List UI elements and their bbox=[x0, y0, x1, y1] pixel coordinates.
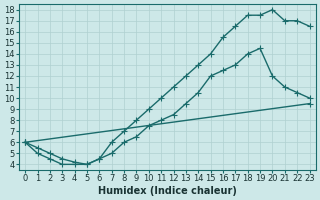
X-axis label: Humidex (Indice chaleur): Humidex (Indice chaleur) bbox=[98, 186, 237, 196]
